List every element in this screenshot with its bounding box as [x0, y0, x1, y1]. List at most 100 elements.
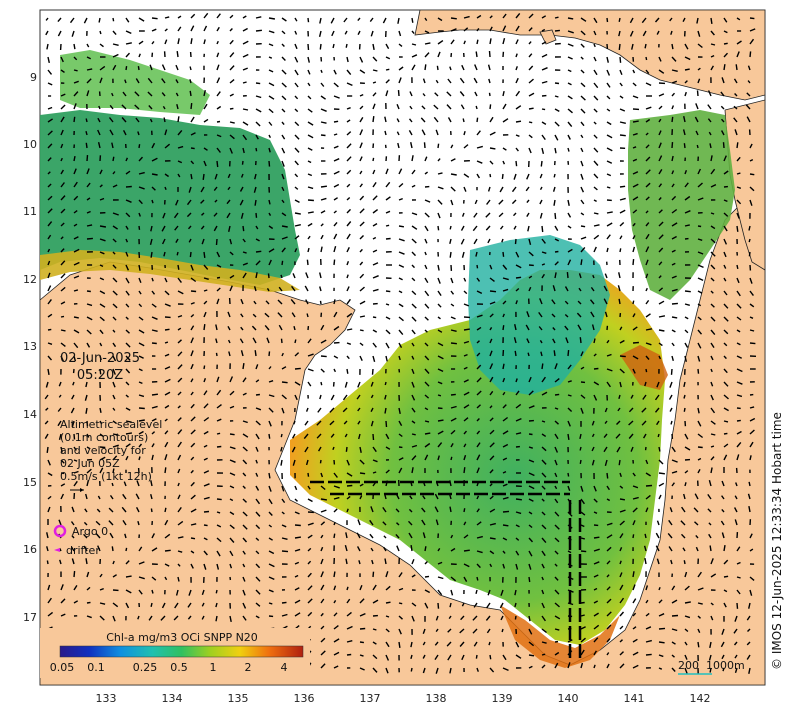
velocity-arrow — [671, 155, 674, 162]
velocity-arrow — [125, 381, 130, 386]
velocity-arrow — [541, 472, 547, 478]
velocity-arrow — [190, 116, 195, 123]
velocity-arrow — [411, 444, 418, 448]
velocity-arrow — [109, 495, 114, 500]
velocity-arrow — [307, 199, 314, 202]
velocity-arrow — [331, 30, 335, 37]
velocity-arrow — [57, 30, 62, 37]
velocity-arrow — [134, 91, 140, 97]
velocity-arrow — [567, 394, 572, 397]
velocity-arrow — [603, 433, 608, 439]
velocity-arrow — [593, 637, 599, 643]
velocity-arrow — [255, 511, 261, 517]
velocity-arrow — [658, 209, 663, 214]
velocity-arrow — [593, 82, 599, 89]
velocity-arrow — [632, 196, 639, 201]
velocity-arrow — [333, 145, 339, 149]
velocity-arrow — [580, 637, 586, 643]
velocity-arrow — [264, 324, 270, 331]
velocity-arrow — [449, 66, 452, 71]
velocity-arrow — [411, 433, 416, 436]
velocity-arrow — [163, 117, 166, 123]
velocity-arrow — [421, 507, 426, 513]
velocity-arrow — [203, 470, 210, 474]
velocity-arrow — [216, 524, 222, 528]
velocity-arrow — [86, 68, 93, 71]
velocity-arrow — [122, 129, 127, 136]
velocity-arrow — [242, 524, 248, 530]
velocity-arrow — [177, 351, 183, 357]
velocity-arrow — [476, 28, 480, 32]
velocity-arrow — [346, 286, 350, 292]
velocity-arrow — [112, 329, 116, 333]
velocity-arrow — [657, 433, 660, 438]
velocity-arrow — [200, 199, 205, 204]
velocity-arrow — [151, 157, 158, 162]
velocity-arrow — [382, 17, 387, 24]
velocity-arrow — [86, 197, 91, 201]
velocity-arrow — [161, 238, 166, 245]
velocity-arrow — [97, 495, 101, 500]
velocity-arrow — [372, 355, 376, 362]
velocity-arrow — [515, 39, 519, 45]
velocity-arrow — [59, 559, 62, 565]
velocity-arrow — [723, 264, 727, 269]
velocity-arrow — [240, 298, 244, 305]
velocity-arrow — [736, 561, 741, 565]
velocity-arrow — [229, 446, 236, 450]
velocity-arrow — [593, 56, 597, 62]
velocity-arrow — [460, 225, 465, 231]
velocity-arrow — [463, 290, 468, 295]
velocity-arrow — [489, 390, 494, 396]
velocity-arrow — [357, 420, 361, 425]
velocity-arrow — [60, 208, 66, 214]
velocity-arrow — [632, 183, 639, 188]
velocity-arrow — [593, 485, 597, 492]
velocity-arrow — [720, 91, 725, 97]
velocity-arrow — [450, 429, 456, 435]
velocity-arrow — [502, 537, 508, 541]
drifter-label: drifter — [66, 544, 100, 557]
velocity-arrow — [109, 104, 114, 110]
velocity-arrow — [60, 169, 65, 175]
velocity-arrow — [125, 602, 130, 609]
velocity-arrow — [515, 537, 520, 541]
velocity-arrow — [383, 535, 387, 539]
velocity-arrow — [294, 173, 299, 178]
velocity-arrow — [424, 225, 429, 232]
velocity-arrow — [177, 173, 181, 178]
velocity-arrow — [164, 143, 171, 149]
velocity-arrow — [203, 496, 210, 500]
velocity-arrow — [372, 275, 379, 279]
velocity-arrow — [748, 667, 751, 674]
velocity-arrow — [502, 147, 507, 151]
velocity-arrow — [733, 628, 738, 634]
velocity-arrow — [47, 130, 53, 136]
velocity-arrow — [671, 459, 678, 463]
velocity-arrow — [281, 186, 285, 192]
velocity-arrow — [645, 82, 652, 87]
velocity-arrow — [138, 225, 141, 230]
velocity-arrow — [424, 303, 430, 309]
velocity-arrow — [176, 51, 179, 58]
velocity-arrow — [684, 615, 691, 619]
velocity-arrow — [710, 30, 715, 36]
velocity-arrow — [410, 654, 413, 659]
velocity-arrow — [147, 91, 153, 97]
velocity-arrow — [385, 654, 390, 661]
velocity-arrow — [671, 80, 678, 84]
velocity-arrow — [437, 51, 441, 58]
velocity-arrow — [229, 376, 234, 383]
velocity-arrow — [424, 368, 430, 374]
velocity-arrow — [411, 574, 416, 578]
velocity-arrow — [150, 225, 153, 232]
velocity-arrow — [151, 199, 154, 204]
velocity-arrow — [359, 598, 365, 604]
velocity-arrow — [174, 225, 179, 231]
velocity-arrow — [567, 121, 573, 128]
velocity-arrow — [112, 264, 117, 269]
velocity-arrow — [632, 171, 639, 175]
velocity-arrow — [190, 403, 195, 409]
velocity-arrow — [190, 523, 197, 526]
velocity-arrow — [255, 82, 261, 85]
